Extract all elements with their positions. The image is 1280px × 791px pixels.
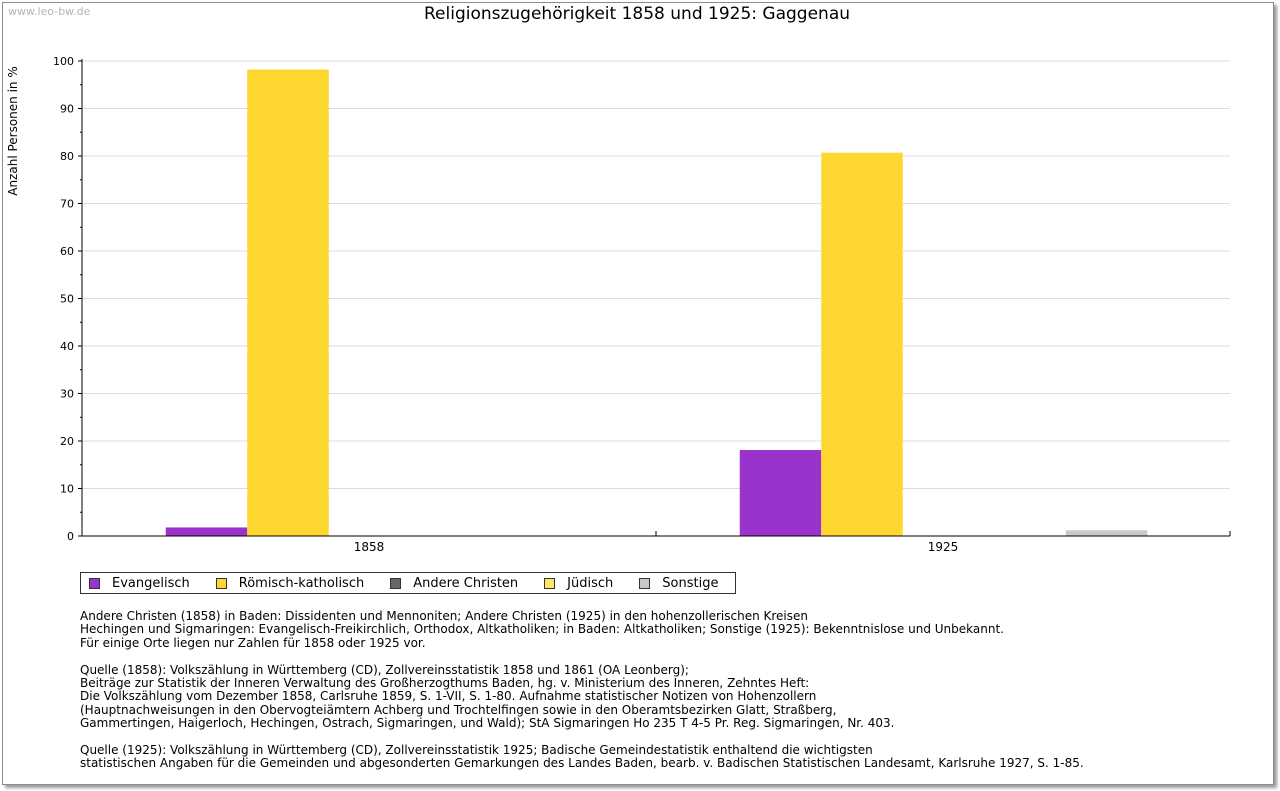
x-tick-label: 1925 [928,540,959,554]
chart-legend: Evangelisch Römisch-katholisch Andere Chri… [80,572,736,594]
note-paragraph: Quelle (1925): Volkszählung in Württembe… [80,743,1260,771]
bar-r-misch-katholisch-1925 [821,152,903,537]
y-tick-label: 20 [60,435,74,448]
legend-label: Sonstige [662,575,719,591]
chart-title: Religionszugehörigkeit 1858 und 1925: Ga… [423,4,851,24]
bar-evangelisch-1925 [739,450,822,536]
legend-item: Jüdisch [544,576,613,591]
chart-notes: Andere Christen (1858) in Baden: Disside… [80,609,1260,784]
y-tick-label: 40 [60,340,74,353]
note-line: statistischen Angaben für die Gemeinden … [80,756,1084,771]
legend-swatch [639,577,651,589]
legend-item: Evangelisch [89,576,190,591]
note-line: (Hauptnachweisungen in den Obervogteiämt… [80,702,837,717]
y-tick-label: 80 [60,150,74,163]
bar-sonstige-1925 [1065,530,1148,536]
note-line: Hechingen und Sigmaringen: Evangelisch-F… [80,622,1004,637]
legend-swatch [215,577,227,589]
legend-swatch [544,577,556,589]
legend-label: Andere Christen [413,575,519,591]
y-tick-label: 60 [60,245,74,258]
legend-label: Römisch-katholisch [238,575,365,591]
legend-item: Sonstige [639,576,718,591]
note-line: Beiträge zur Statistik der Inneren Verwa… [80,676,810,691]
note-paragraph: Andere Christen (1858) in Baden: Disside… [80,609,1260,650]
bar-evangelisch-1858 [165,527,248,536]
y-tick-label: 30 [60,388,74,401]
note-paragraph: Quelle (1858): Volkszählung in Württembe… [80,662,1260,731]
y-tick-label: 70 [60,198,74,211]
note-line: Andere Christen (1858) in Baden: Disside… [80,609,808,623]
legend-item: Andere Christen [390,576,518,591]
legend-swatch [89,577,100,589]
bar-r-misch-katholisch-1858 [247,69,329,537]
y-tick-label: 100 [53,55,74,68]
note-line: Quelle (1925): Volkszählung in Württembe… [80,743,873,758]
watermark: www.leo-bw.de [8,5,91,18]
legend-label: Evangelisch [112,575,190,591]
y-tick-label: 90 [60,103,74,116]
legend-label: Jüdisch [567,575,614,591]
legend-item: Römisch-katholisch [215,575,365,591]
note-line: Gammertingen, Haigerloch, Hechingen, Ost… [80,716,895,731]
y-tick-label: 10 [60,483,74,496]
bar-chart: 0 10 20 30 40 50 60 70 80 90 100 1858 1925 [53,55,1231,554]
x-tick-label: 1858 [354,540,385,554]
note-line: Für einige Orte liegen nur Zahlen für 18… [80,635,426,650]
note-line: Die Volkszählung vom Dezember 1858, Carl… [80,689,817,704]
note-line: Quelle (1858): Volkszählung in Württembe… [80,662,689,677]
legend-swatch [390,577,402,589]
y-tick-label: 0 [67,530,74,543]
y-tick-label: 50 [60,293,74,306]
